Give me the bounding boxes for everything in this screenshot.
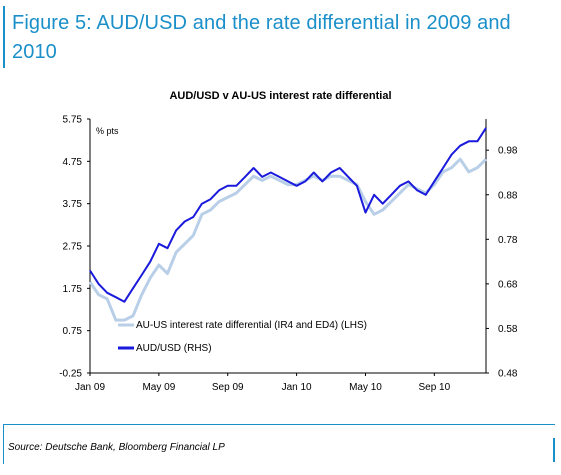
chart-series-layer <box>88 127 488 322</box>
figure-title: Figure 5: AUD/USD and the rate different… <box>12 12 511 63</box>
chart-axes: 5.75 4.75 3.75 2.75 1.75 0.75 -0.25 0.98 0.88 0.7… <box>59 115 518 394</box>
x-axis-tick-label: Sep 10 <box>418 382 450 393</box>
right-axis-tick-label: 0.68 <box>498 279 518 290</box>
x-axis-tick-label: Jan 10 <box>282 382 312 393</box>
figure-title-accent-bar <box>3 6 5 68</box>
x-axis-tick-label: May 10 <box>349 382 382 393</box>
source-right-rule <box>553 438 555 462</box>
x-axis-tick-label: May 09 <box>142 382 175 393</box>
chart-legend: AU-US interest rate differential (IR4 an… <box>118 320 367 354</box>
right-axis-tick-label: 0.88 <box>498 190 518 201</box>
right-axis-tick-label: 0.78 <box>498 235 518 246</box>
x-axis-tick-label: Sep 09 <box>212 382 244 393</box>
chart-title: AUD/USD v AU-US interest rate differenti… <box>169 90 392 102</box>
source-note: Source: Deutsche Bank, Bloomberg Financi… <box>8 442 225 453</box>
left-axis-tick-label: 5.75 <box>63 115 83 126</box>
rate-differential-line <box>88 157 488 322</box>
left-axis-tick-label: -0.25 <box>59 369 82 380</box>
legend-label: AUD/USD (RHS) <box>136 343 212 354</box>
right-axis-tick-label: 0.58 <box>498 324 518 335</box>
source-divider <box>3 424 555 425</box>
source-left-rule <box>3 424 4 464</box>
x-axis-tick-label: Jan 09 <box>75 382 105 393</box>
legend-label: AU-US interest rate differential (IR4 an… <box>136 320 367 331</box>
left-axis-tick-label: 1.75 <box>63 284 83 295</box>
right-axis-tick-label: 0.48 <box>498 369 518 380</box>
left-axis-tick-label: 4.75 <box>63 157 83 168</box>
audusd-line <box>89 127 487 303</box>
right-axis-tick-label: 0.98 <box>498 146 518 157</box>
left-axis-tick-label: 2.75 <box>63 242 83 253</box>
left-axis-tick-label: 3.75 <box>63 199 83 210</box>
unit-label: % pts <box>96 126 119 136</box>
left-axis-tick-label: 0.75 <box>63 326 83 337</box>
